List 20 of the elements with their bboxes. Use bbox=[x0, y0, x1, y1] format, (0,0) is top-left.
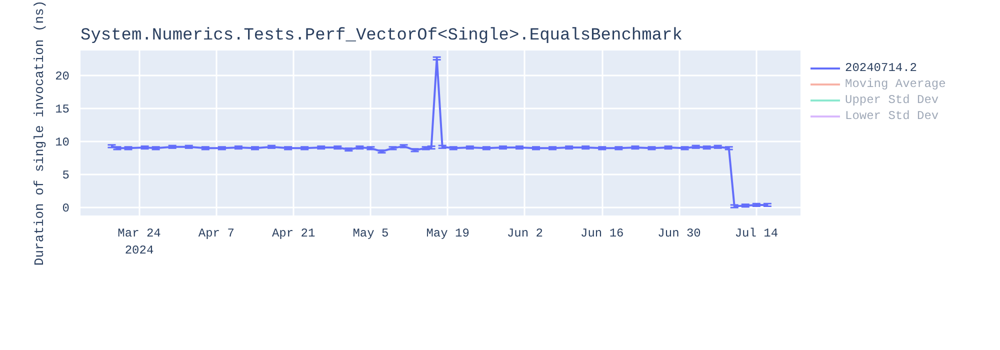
y-tick-label: 10 bbox=[55, 136, 70, 150]
y-axis-title: Duration of single invocation (ns) bbox=[32, 0, 48, 266]
x-tick-label: May 19 bbox=[426, 226, 470, 240]
x-tick-label: Jul 14 bbox=[734, 226, 778, 240]
x-tick-label: Jun 30 bbox=[658, 226, 701, 240]
y-tick-label: 20 bbox=[55, 70, 70, 84]
legend-label: Lower Std Dev bbox=[845, 108, 939, 124]
legend-label: Moving Average bbox=[845, 76, 946, 92]
legend-label: Upper Std Dev bbox=[845, 92, 939, 108]
x-tick-label: Apr 7 bbox=[198, 226, 234, 240]
y-tick-label: 5 bbox=[62, 168, 70, 183]
y-tick-label: 0 bbox=[62, 202, 70, 216]
y-tick-label: 15 bbox=[55, 102, 70, 117]
x-tick-label: Apr 21 bbox=[272, 226, 316, 240]
x-tick-label: Jun 16 bbox=[580, 226, 624, 240]
x-tick-label: Mar 24 2024 bbox=[118, 226, 161, 258]
x-tick-label: May 5 bbox=[352, 226, 389, 240]
x-tick-label: Jun 2 bbox=[506, 226, 544, 240]
legend-label: 20240714.2 bbox=[845, 60, 918, 76]
chart-title: System.Numerics.Tests.Perf_VectorOf<Single>.EqualsBenchmark bbox=[80, 26, 682, 46]
